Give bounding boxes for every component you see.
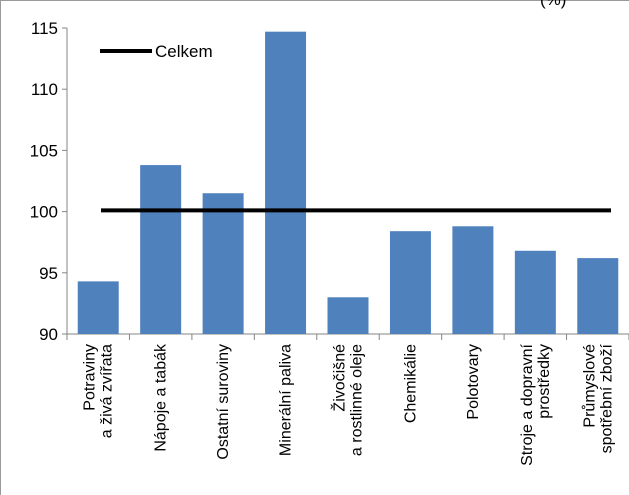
y-tick-label: 100 xyxy=(30,203,58,222)
y-tick-label: 95 xyxy=(39,264,58,283)
x-tick-label-line: spotřební zboží xyxy=(598,343,615,453)
bar xyxy=(577,258,619,334)
bar xyxy=(202,193,244,334)
x-tick-label-line: Minerální paliva xyxy=(278,344,295,456)
chart-frame-top xyxy=(0,0,629,1)
x-tick-label-line: Chemikálie xyxy=(402,344,419,423)
bar xyxy=(327,297,369,334)
y-tick-label: 110 xyxy=(31,80,58,99)
bar xyxy=(389,231,431,334)
bar xyxy=(452,226,494,334)
x-tick-label-line: a živá zvířata xyxy=(99,344,116,438)
x-tick-label: Potravinya živá zvířata xyxy=(82,344,116,438)
x-tick-label: Stroje a dopravníprostředky xyxy=(519,343,553,465)
x-tick-label: Chemikálie xyxy=(402,344,419,423)
x-tick-label: Nápoje a tabák xyxy=(153,343,170,452)
x-tick-label-line: Potraviny xyxy=(82,344,99,411)
y-tick-label: 105 xyxy=(30,141,58,160)
x-tick-label-line: Živočišné xyxy=(330,344,349,412)
bar xyxy=(140,165,182,334)
bar xyxy=(265,31,307,335)
x-tick-label-line: Stroje a dopravní xyxy=(519,343,536,465)
chart-frame-left xyxy=(0,0,1,495)
x-tick-label-line: Polotovary xyxy=(465,344,482,420)
x-tick-label-line: Ostatní suroviny xyxy=(215,344,232,460)
x-tick-label: Polotovary xyxy=(465,344,482,420)
y-tick-label: 115 xyxy=(31,19,58,38)
bar xyxy=(514,250,556,334)
x-tick-label-line: prostředky xyxy=(536,344,553,419)
x-tick-label: Živočišnéa rostlinné oleje xyxy=(330,344,366,456)
x-tick-label-line: Nápoje a tabák xyxy=(153,343,170,452)
x-tick-label-line: a rostlinné oleje xyxy=(349,344,366,456)
x-tick-label: Ostatní suroviny xyxy=(215,344,232,460)
y-tick-label: 90 xyxy=(39,325,58,344)
unit-label-fragment: (%) xyxy=(540,0,566,10)
bar xyxy=(77,281,119,334)
legend-label: Celkem xyxy=(155,42,213,61)
x-tick-label: Průmyslovéspotřební zboží xyxy=(580,343,615,453)
x-tick-label: Minerální paliva xyxy=(278,344,295,456)
x-tick-label-line: Průmyslové xyxy=(580,344,598,428)
